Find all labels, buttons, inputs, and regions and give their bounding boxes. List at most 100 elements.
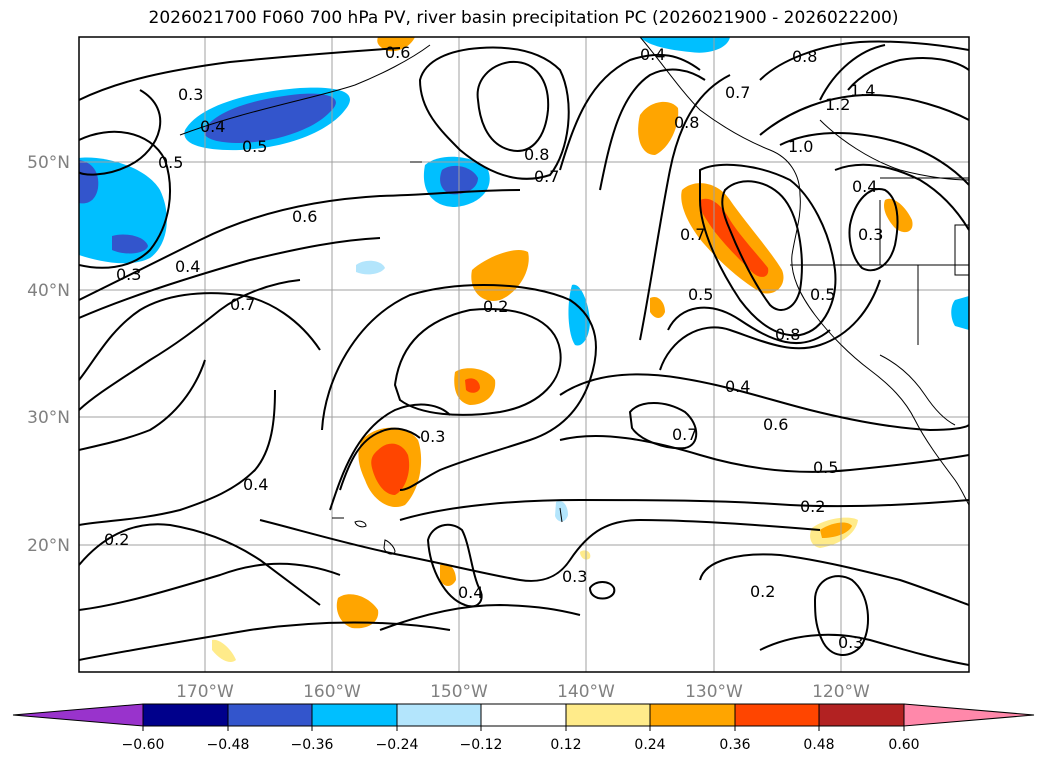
gridlines — [79, 37, 969, 672]
lon-label: 170°W — [176, 682, 234, 702]
lon-label: 130°W — [685, 682, 743, 702]
contour-label: 1.2 — [825, 95, 850, 114]
contour-label: 0.7 — [230, 295, 255, 314]
positive-anomaly-patch — [371, 443, 410, 495]
colorbar-segment — [818, 703, 905, 727]
contour-label: 0.3 — [838, 633, 863, 652]
contour-label: 0.6 — [763, 415, 788, 434]
colorbar-tick-label: −0.36 — [291, 737, 334, 753]
colorbar-segment — [565, 703, 651, 727]
lon-label: 120°W — [812, 682, 870, 702]
contour-label: 0.5 — [813, 458, 838, 477]
colorbar-segment — [649, 703, 736, 727]
pv-contours — [79, 40, 969, 666]
colorbar-segment — [12, 703, 144, 727]
contour-label: 0.5 — [158, 153, 183, 172]
colorbar-tick-label: −0.60 — [122, 737, 165, 753]
contour-labels: 0.3 0.4 0.5 0.6 0.5 0.6 0.4 0.3 0.7 0.8 … — [104, 43, 883, 652]
contour-label: 0.7 — [672, 425, 697, 444]
negative-anomaly-patch — [79, 157, 167, 264]
contour-label: 0.3 — [420, 427, 445, 446]
positive-anomaly-patch — [884, 198, 913, 233]
colorbar-tick-label: 0.36 — [719, 737, 750, 753]
colorbar-segment — [480, 703, 567, 727]
lon-label: 150°W — [430, 682, 488, 702]
positive-anomaly-patch — [336, 594, 379, 629]
contour-label: 0.3 — [116, 265, 141, 284]
contour-label: 0.8 — [792, 47, 817, 66]
negative-anomaly-patch — [356, 260, 385, 275]
contour-label: 0.3 — [562, 567, 587, 586]
contour-label: 0.7 — [725, 83, 750, 102]
colorbar-tick-labels: −0.60 −0.48 −0.36 −0.24 −0.12 0.12 0.24 … — [122, 737, 920, 753]
negative-anomaly-patch — [204, 93, 336, 143]
positive-anomaly-patch — [580, 550, 591, 560]
colorbar-segment — [903, 703, 1035, 727]
contour-label: 0.6 — [385, 43, 410, 62]
contour-label: 0.3 — [178, 85, 203, 104]
contour-label: 0.4 — [640, 45, 665, 64]
negative-anomaly-patch — [79, 160, 99, 204]
contour-label: 0.5 — [688, 285, 713, 304]
contour-label: 0.4 — [243, 475, 268, 494]
contour-label: 0.2 — [483, 297, 508, 316]
lon-label: 140°W — [557, 682, 615, 702]
contour-label: 0.8 — [524, 145, 549, 164]
contour-label: 0.7 — [680, 225, 705, 244]
map-title: 2026021700 F060 700 hPa PV, river basin … — [148, 8, 899, 28]
positive-anomaly-patch — [820, 522, 852, 538]
colorbar-tick-label: −0.48 — [207, 737, 250, 753]
colorbar-tick-label: 0.48 — [803, 737, 834, 753]
lat-label: 50°N — [27, 153, 70, 173]
contour-label: 0.2 — [750, 582, 775, 601]
contour-label: 0.8 — [674, 113, 699, 132]
colorbar — [12, 703, 1035, 727]
lon-label: 160°W — [303, 682, 361, 702]
positive-anomaly-patch — [638, 101, 679, 155]
lat-label: 20°N — [27, 536, 70, 556]
contour-label: 0.4 — [175, 257, 200, 276]
contour-label: 0.4 — [200, 117, 225, 136]
colorbar-segment — [396, 703, 482, 727]
contour-label: 0.2 — [800, 497, 825, 516]
contour-label: 0.6 — [292, 207, 317, 226]
contour-label: 0.4 — [458, 583, 483, 602]
positive-anomaly-patch — [471, 250, 529, 301]
colorbar-tick-label: 0.24 — [634, 737, 665, 753]
colorbar-tick-label: 0.12 — [550, 737, 581, 753]
colorbar-tick-label: −0.12 — [460, 737, 503, 753]
positive-anomaly-patch — [650, 296, 665, 318]
contour-label: 0.7 — [534, 167, 559, 186]
longitude-labels: 170°W 160°W 150°W 140°W 130°W 120°W — [176, 682, 870, 702]
colorbar-segment — [311, 703, 398, 727]
lat-label: 30°N — [27, 408, 70, 428]
lat-label: 40°N — [27, 281, 70, 301]
colorbar-tick-label: −0.24 — [376, 737, 419, 753]
map-frame — [78, 36, 970, 673]
contour-label: 0.5 — [242, 137, 267, 156]
negative-anomaly-patch — [112, 234, 148, 254]
negative-anomaly-patch — [640, 37, 730, 53]
colorbar-segment — [734, 703, 820, 727]
colorbar-ticks — [142, 726, 905, 731]
contour-label: 1.4 — [850, 81, 875, 100]
colorbar-segment — [142, 703, 229, 727]
latitude-labels: 50°N 40°N 30°N 20°N — [27, 153, 70, 556]
contour-label: 0.5 — [810, 285, 835, 304]
negative-anomaly-patch — [555, 500, 568, 522]
contour-label: 0.8 — [775, 325, 800, 344]
positive-anomaly-patch — [212, 639, 236, 662]
negative-anomaly-patch — [951, 296, 969, 330]
positive-anomaly-patch — [465, 378, 480, 393]
contour-label: 1.0 — [788, 137, 813, 156]
colorbar-segment — [227, 703, 313, 727]
contour-label: 0.4 — [852, 177, 877, 196]
colorbar-tick-label: 0.60 — [888, 737, 919, 753]
contour-label: 0.2 — [104, 530, 129, 549]
positive-anomaly-patch — [440, 563, 456, 586]
positive-anomaly-patch — [377, 37, 415, 52]
contour-label: 0.3 — [858, 225, 883, 244]
negative-anomaly-patch — [568, 284, 590, 346]
coastlines — [179, 37, 969, 555]
